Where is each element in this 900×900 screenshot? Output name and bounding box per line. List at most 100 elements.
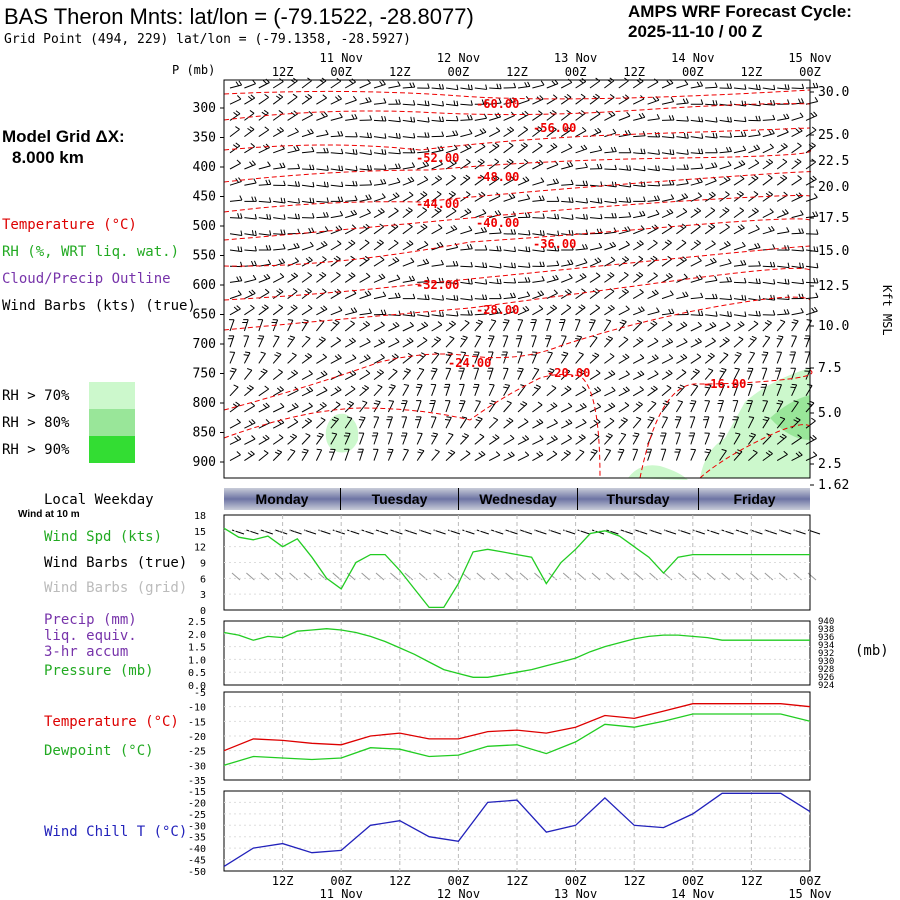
wind-barb-flag [639, 288, 644, 293]
wind-barb [690, 167, 703, 170]
grid-wind-barb [706, 572, 716, 581]
wind-barb-flag [751, 209, 757, 214]
wind-barb-flag [753, 190, 759, 195]
wind-barb [747, 384, 753, 396]
wind-barb-flag [397, 81, 401, 87]
wind-spd-label: Wind Spd (kts) [44, 529, 163, 545]
wind-barb [604, 231, 617, 235]
wind-barb-flag [666, 384, 672, 389]
wind-barb [719, 226, 730, 235]
wind-barb-flag [596, 402, 602, 408]
wind-barb-flag [813, 193, 818, 198]
wind-barb-flag [337, 95, 342, 100]
wind-barb [604, 245, 616, 251]
wind-barb-flag [319, 273, 324, 278]
wind-barb-flag [465, 450, 471, 454]
wind-barb-flag [524, 212, 528, 218]
wind-barb [258, 336, 265, 348]
wind-barb [762, 352, 769, 364]
wind-barb-flag [578, 352, 584, 355]
wind-barb [373, 183, 386, 186]
wind-barb-flag [250, 142, 255, 147]
wind-barb [532, 422, 544, 429]
wind-barb-flag [283, 229, 286, 235]
wind-barb-flag [496, 278, 499, 284]
wind-barb-flag [758, 310, 761, 317]
contour-label: -52.00 [416, 151, 459, 165]
pressure-tick-label: 350 [193, 131, 216, 146]
wind-barb [517, 85, 530, 89]
wind-barb [762, 337, 771, 348]
wind-barb-flag [348, 79, 354, 84]
wind-barb [560, 370, 571, 380]
wind-barb [618, 321, 627, 332]
wind-barb [561, 217, 574, 220]
wind-barb-flag [667, 321, 673, 325]
wind-barb [258, 233, 271, 236]
wind-barb-flag [619, 321, 625, 325]
wind-barb [604, 80, 615, 89]
wind-barb-flag [366, 337, 371, 343]
wind-barb [805, 178, 817, 186]
wind-barb [474, 298, 487, 301]
wind-barb-flag [598, 242, 603, 248]
wind-barb-flag [798, 228, 802, 234]
wind-barb [431, 324, 443, 332]
wind-barb-flag [262, 436, 267, 441]
wind-barb [618, 168, 631, 171]
wind-barb-flag [636, 416, 642, 420]
wind-barb [287, 131, 299, 138]
wind-barb [503, 420, 514, 429]
wind-barb [805, 320, 812, 332]
wind-barb-flag [470, 84, 473, 90]
wind-barbs-grid-label: Wind Barbs (grid) [44, 580, 188, 596]
wind-barb [359, 372, 371, 381]
wind-barb-flag [249, 161, 254, 166]
wind-barb-flag [696, 239, 701, 244]
wind-barb-flag [715, 133, 718, 139]
wind-barb-flag [721, 448, 727, 452]
grid-wind-barb [591, 572, 601, 581]
wind-barb-flag [301, 451, 307, 454]
wind-barb [330, 389, 342, 397]
wind-barb-flag [309, 197, 312, 203]
wind-barb [244, 249, 257, 252]
wind-barb [445, 148, 458, 154]
wind-barb-flag [236, 451, 241, 456]
wind-barb-flag [643, 165, 646, 171]
wind-barb [575, 354, 584, 364]
wind-barb [474, 87, 487, 90]
wind-barb [676, 259, 687, 267]
wind-barb [503, 115, 515, 121]
wind-barb-flag [715, 311, 718, 317]
wind-barb-flag [442, 295, 444, 301]
wind-barb [344, 323, 355, 332]
wind-barb-flag [254, 246, 257, 252]
wind-barb [517, 265, 530, 268]
wind-barb [704, 194, 716, 202]
wind-barb [445, 352, 453, 364]
wind-barb-flag [585, 180, 589, 186]
wind-barb-flag [251, 289, 256, 294]
wind-barb-flag [394, 292, 398, 298]
wind-barb-flag [438, 116, 442, 122]
wind-barb-flag [417, 451, 423, 454]
wind-barb [805, 296, 818, 300]
wind-barb [517, 233, 530, 236]
wind-barb [618, 434, 627, 445]
date-tick-label: 13 Nov [554, 887, 597, 900]
wind-barb [488, 161, 500, 170]
wind-barb-flag [800, 307, 804, 313]
wind-barb [272, 451, 283, 461]
wind-barb [373, 242, 384, 251]
wind-barb-flag [336, 272, 341, 276]
wind-barb-flag [294, 257, 299, 262]
wind-barb [705, 314, 718, 317]
wind-barb-flag [253, 260, 257, 266]
y-tick-label: -30 [188, 761, 206, 772]
wind-barb-flag [566, 93, 572, 98]
wind-barb [229, 181, 242, 186]
wind-barb [301, 184, 314, 188]
grid-wind-barb [764, 572, 774, 581]
grid-wind-barb [231, 572, 241, 581]
